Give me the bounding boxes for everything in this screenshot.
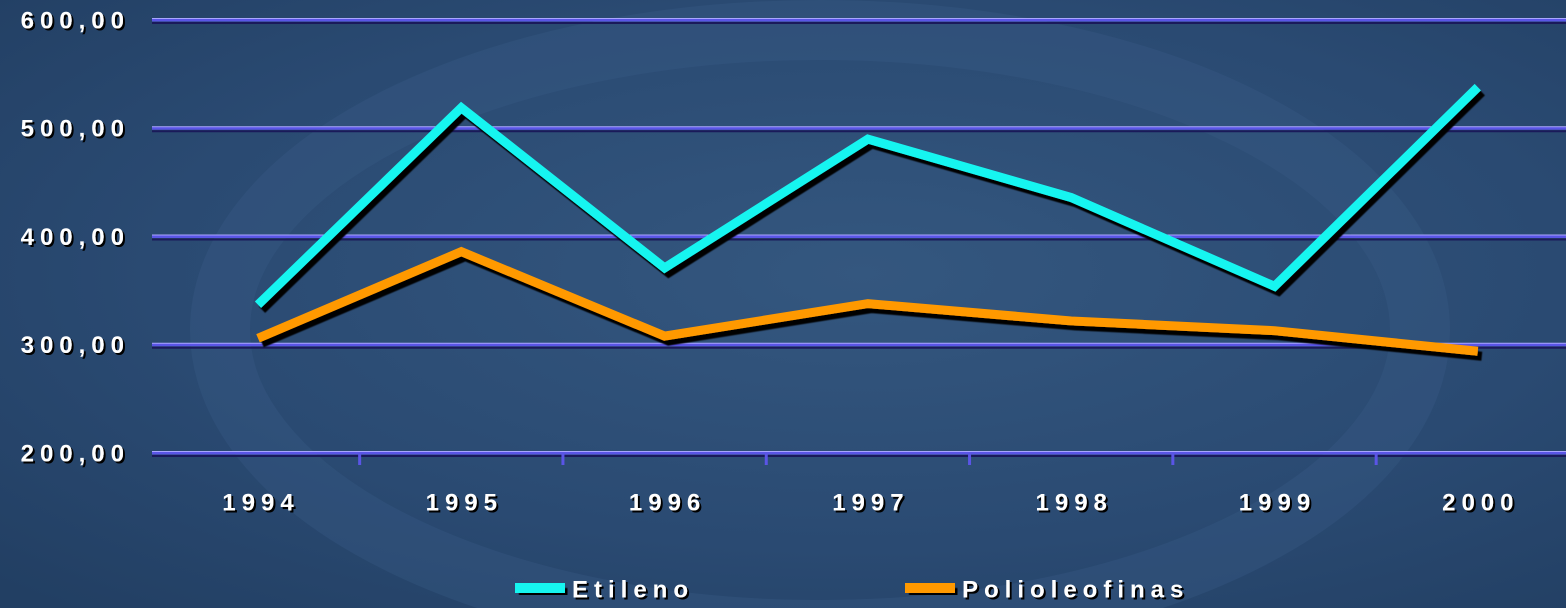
x-tick-label: 1995 bbox=[426, 489, 503, 516]
x-tick-label: 1996 bbox=[629, 489, 706, 516]
background-swirl bbox=[190, 0, 1450, 608]
x-tick-label: 1999 bbox=[1239, 489, 1316, 516]
legend-swatch bbox=[905, 583, 955, 593]
y-tick-label: 300,00 bbox=[21, 332, 130, 359]
x-tick-label: 1994 bbox=[222, 489, 299, 516]
legend-label: Etileno bbox=[572, 576, 694, 603]
legend-swatch bbox=[515, 583, 565, 593]
y-tick-label: 200,00 bbox=[21, 440, 130, 467]
y-tick-label: 400,00 bbox=[21, 224, 130, 251]
y-tick-label: 500,00 bbox=[21, 116, 130, 143]
x-tick-label: 1997 bbox=[832, 489, 909, 516]
x-tick-label: 2000 bbox=[1442, 489, 1519, 516]
series-line bbox=[254, 83, 1481, 308]
y-tick-label: 600,00 bbox=[21, 7, 130, 34]
x-tick-label: 1998 bbox=[1036, 489, 1113, 516]
legend-label: Polioleofinas bbox=[962, 576, 1189, 603]
series-line bbox=[256, 246, 1479, 356]
